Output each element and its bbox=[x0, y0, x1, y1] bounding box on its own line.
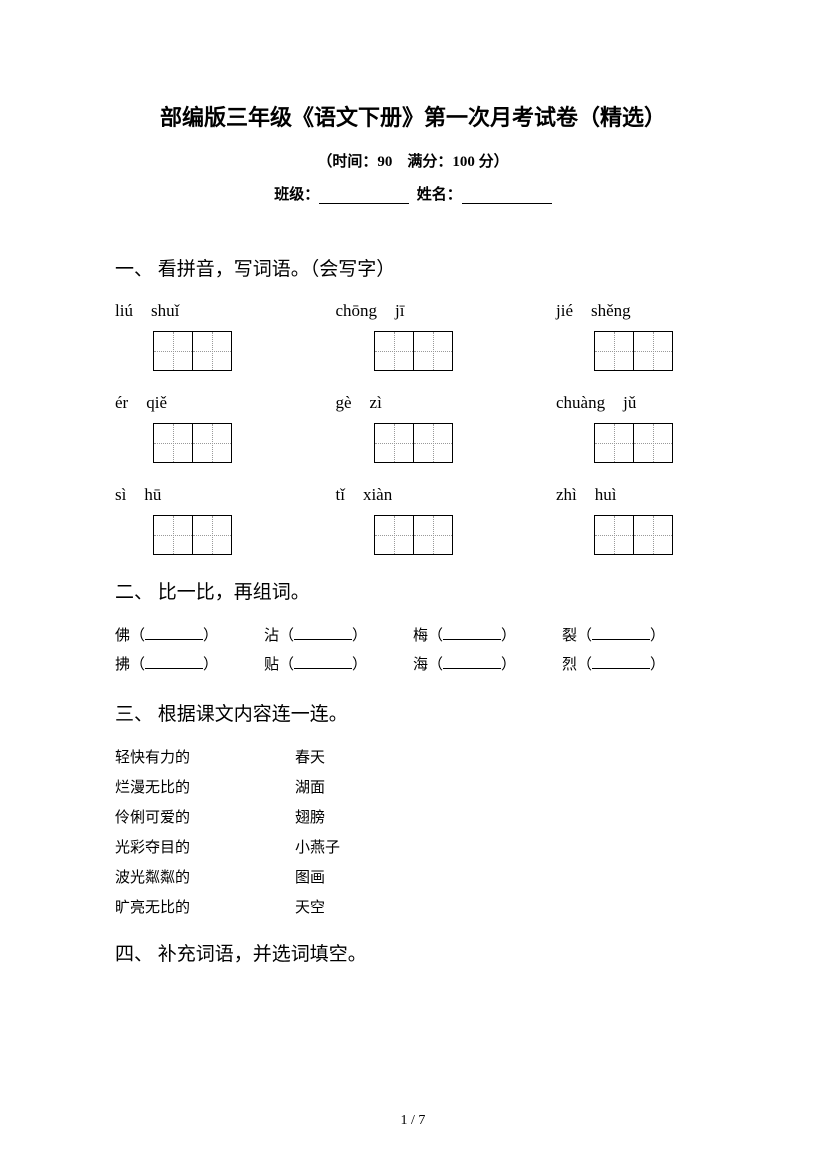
pinyin: tǐ bbox=[336, 485, 345, 505]
class-blank[interactable] bbox=[319, 188, 409, 204]
compare-char: 裂 bbox=[562, 628, 577, 644]
pinyin: zhì bbox=[556, 485, 577, 505]
char-box[interactable] bbox=[594, 515, 634, 555]
pinyin: jié bbox=[556, 301, 573, 321]
char-box[interactable] bbox=[633, 331, 673, 371]
pinyin: qiě bbox=[146, 393, 167, 413]
compare-blank[interactable] bbox=[294, 655, 352, 669]
char-box[interactable] bbox=[413, 515, 453, 555]
char-box[interactable] bbox=[192, 423, 232, 463]
char-box[interactable] bbox=[374, 331, 414, 371]
char-box[interactable] bbox=[153, 423, 193, 463]
pinyin: ér bbox=[115, 393, 128, 413]
pinyin: zì bbox=[370, 393, 382, 413]
section-1-head: 一、 看拼音，写词语。（会写字） bbox=[115, 254, 711, 281]
student-info-line: 班级： 姓名： bbox=[115, 183, 711, 204]
compare-blank[interactable] bbox=[145, 655, 203, 669]
char-box[interactable] bbox=[153, 515, 193, 555]
compare-char: 拂 bbox=[115, 657, 130, 673]
box-row bbox=[115, 515, 711, 555]
pinyin: huì bbox=[595, 485, 617, 505]
match-right: 湖面 bbox=[295, 776, 325, 797]
compare-char: 沾 bbox=[264, 628, 279, 644]
pinyin-row: liúshuǐ chōngjī jié shěng bbox=[115, 301, 711, 321]
pinyin-row: sìhū tǐxiàn zhìhuì bbox=[115, 485, 711, 505]
compare-blank[interactable] bbox=[443, 626, 501, 640]
compare-char: 海 bbox=[413, 657, 428, 673]
match-right: 春天 bbox=[295, 746, 325, 767]
char-box[interactable] bbox=[594, 331, 634, 371]
match-left: 旷亮无比的 bbox=[115, 896, 295, 917]
match-left: 光彩夺目的 bbox=[115, 836, 295, 857]
pinyin: gè bbox=[336, 393, 352, 413]
name-blank[interactable] bbox=[462, 188, 552, 204]
exam-title: 部编版三年级《语文下册》第一次月考试卷（精选） bbox=[115, 100, 711, 132]
match-right: 小燕子 bbox=[295, 836, 340, 857]
box-row bbox=[115, 423, 711, 463]
pinyin: shuǐ bbox=[151, 301, 179, 321]
pinyin: shěng bbox=[591, 301, 631, 321]
compare-blank[interactable] bbox=[592, 626, 650, 640]
pinyin: jǔ bbox=[623, 393, 636, 413]
section-2-head: 二、 比一比，再组词。 bbox=[115, 577, 711, 604]
section-3-body: 轻快有力的春天 烂漫无比的湖面 伶俐可爱的翅膀 光彩夺目的小燕子 波光粼粼的图画… bbox=[115, 746, 711, 917]
compare-row: 佛（） 沾（） 梅（） 裂（） bbox=[115, 624, 711, 645]
exam-subtitle: （时间：90 满分：100 分） bbox=[115, 150, 711, 171]
pinyin: chuàng bbox=[556, 393, 605, 413]
compare-blank[interactable] bbox=[443, 655, 501, 669]
section-1-body: liúshuǐ chōngjī jié shěng érqiě gèzì chuà… bbox=[115, 301, 711, 555]
char-box[interactable] bbox=[192, 515, 232, 555]
char-box[interactable] bbox=[413, 423, 453, 463]
char-box[interactable] bbox=[413, 331, 453, 371]
char-box[interactable] bbox=[633, 423, 673, 463]
match-right: 图画 bbox=[295, 866, 325, 887]
char-box[interactable] bbox=[374, 423, 414, 463]
char-box[interactable] bbox=[594, 423, 634, 463]
char-box[interactable] bbox=[374, 515, 414, 555]
section-4-head: 四、 补充词语，并选词填空。 bbox=[115, 939, 711, 966]
pinyin: xiàn bbox=[363, 485, 392, 505]
compare-blank[interactable] bbox=[592, 655, 650, 669]
compare-char: 烈 bbox=[562, 657, 577, 673]
char-box[interactable] bbox=[192, 331, 232, 371]
compare-char: 梅 bbox=[413, 628, 428, 644]
match-left: 烂漫无比的 bbox=[115, 776, 295, 797]
pinyin: sì bbox=[115, 485, 126, 505]
compare-blank[interactable] bbox=[294, 626, 352, 640]
match-right: 翅膀 bbox=[295, 806, 325, 827]
match-right: 天空 bbox=[295, 896, 325, 917]
compare-blank[interactable] bbox=[145, 626, 203, 640]
class-label: 班级： bbox=[274, 187, 319, 203]
pinyin: hū bbox=[144, 485, 161, 505]
match-left: 伶俐可爱的 bbox=[115, 806, 295, 827]
compare-char: 佛 bbox=[115, 628, 130, 644]
pinyin: liú bbox=[115, 301, 133, 321]
section-3-head: 三、 根据课文内容连一连。 bbox=[115, 699, 711, 726]
match-left: 轻快有力的 bbox=[115, 746, 295, 767]
pinyin-row: érqiě gèzì chuàng jǔ bbox=[115, 393, 711, 413]
pinyin: jī bbox=[395, 301, 404, 321]
compare-char: 贴 bbox=[264, 657, 279, 673]
char-box[interactable] bbox=[153, 331, 193, 371]
box-row bbox=[115, 331, 711, 371]
compare-row: 拂（） 贴（） 海（） 烈（） bbox=[115, 653, 711, 674]
char-box[interactable] bbox=[633, 515, 673, 555]
pinyin: chōng bbox=[336, 301, 378, 321]
page-number: 1 / 7 bbox=[0, 1113, 826, 1129]
name-label: 姓名： bbox=[417, 187, 462, 203]
match-left: 波光粼粼的 bbox=[115, 866, 295, 887]
